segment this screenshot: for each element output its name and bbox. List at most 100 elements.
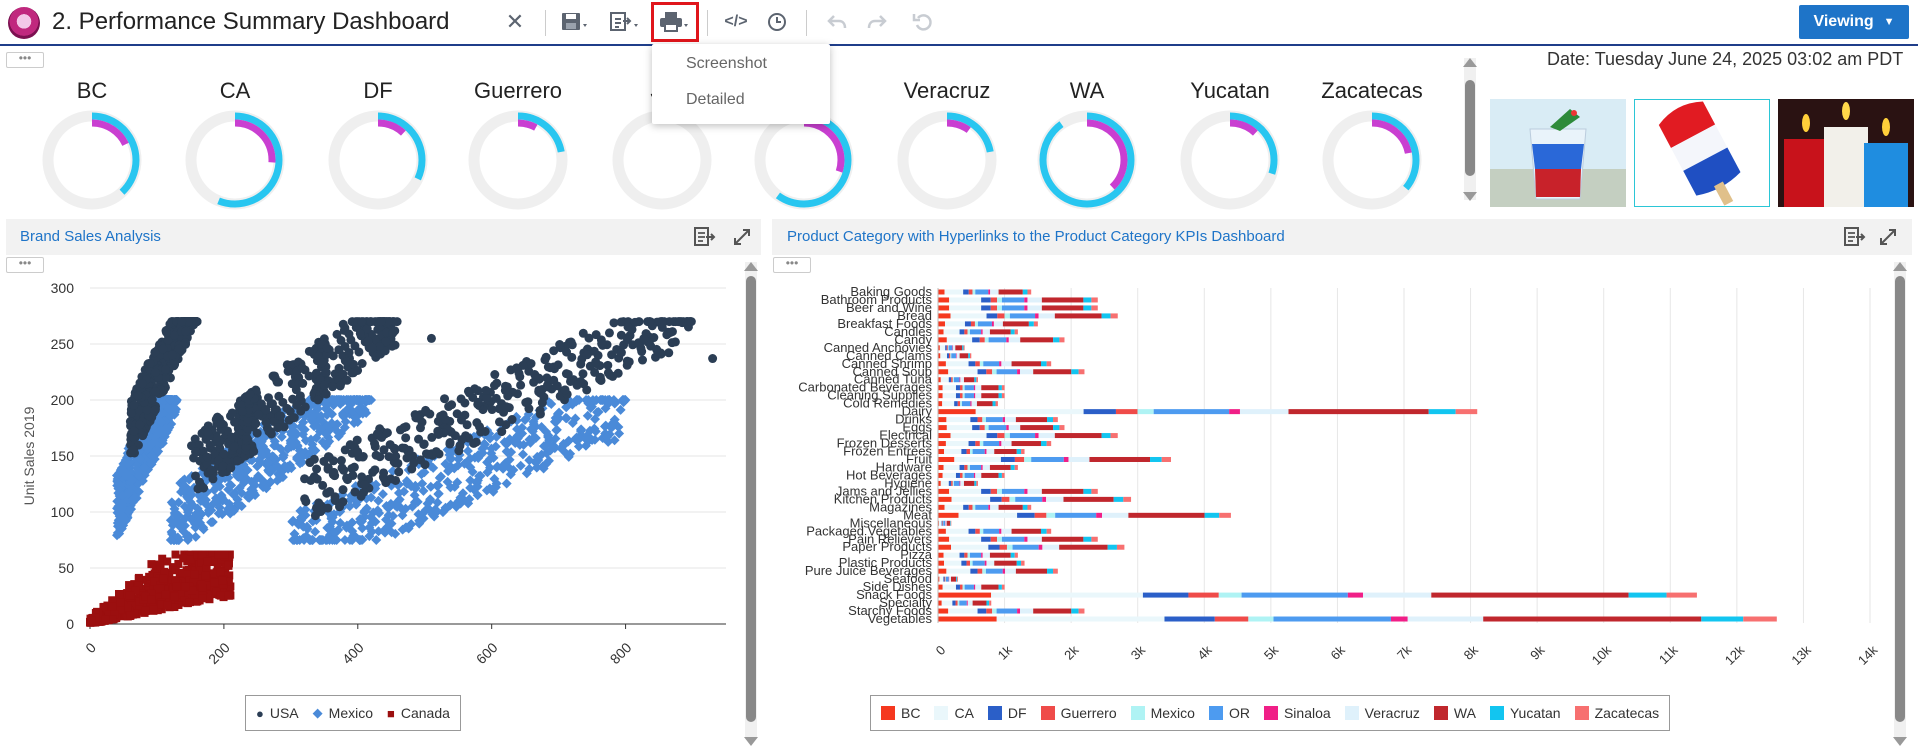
category-label[interactable]: Specialty — [879, 595, 932, 610]
category-label[interactable]: Canned Tuna — [854, 372, 933, 387]
scroll-down-icon[interactable] — [1463, 192, 1477, 201]
viewing-mode-button[interactable]: Viewing ▼ — [1799, 5, 1909, 39]
save-icon[interactable] — [556, 8, 596, 36]
legend-item[interactable]: Veracruz — [1344, 705, 1420, 721]
kpi-gauge[interactable]: BC — [32, 76, 152, 216]
kpi-gauge[interactable]: Veracruz — [887, 76, 1007, 216]
legend-item[interactable]: Yucatan — [1489, 705, 1561, 721]
close-icon[interactable]: ✕ — [505, 9, 525, 34]
product-image-drink[interactable] — [1490, 99, 1626, 207]
category-label[interactable]: Canned Shrimp — [842, 356, 932, 371]
maximize-icon[interactable] — [1878, 227, 1898, 252]
category-label[interactable]: Vegetables — [868, 611, 933, 626]
export-icon[interactable] — [1844, 227, 1866, 252]
category-label[interactable]: Frozen Desserts — [837, 436, 933, 451]
category-label[interactable]: Candy — [894, 332, 932, 347]
kpi-options-button[interactable]: ••• — [6, 52, 44, 68]
history-icon[interactable] — [762, 8, 792, 36]
category-label[interactable]: Electrical — [879, 428, 932, 443]
export-icon[interactable] — [605, 8, 645, 36]
kpi-gauge[interactable]: DF — [318, 76, 438, 216]
legend-item[interactable]: Zacatecas — [1574, 705, 1659, 721]
redo-icon[interactable] — [862, 8, 892, 36]
category-label[interactable]: Starchy Foods — [848, 603, 932, 618]
category-panel-title[interactable]: Product Category with Hyperlinks to the … — [787, 228, 1285, 245]
reset-icon[interactable] — [908, 8, 938, 36]
print-icon[interactable] — [655, 8, 695, 36]
category-label[interactable]: Breakfast Foods — [837, 316, 932, 331]
category-label[interactable]: Pure Juice Beverages — [805, 563, 933, 578]
kpi-gauge[interactable]: Yucatan — [1170, 76, 1290, 216]
category-label[interactable]: Bread — [897, 308, 932, 323]
category-label[interactable]: Snack Foods — [856, 587, 932, 602]
category-options-button[interactable]: ••• — [773, 257, 811, 273]
category-label[interactable]: Cleaning Supplies — [827, 388, 932, 403]
brand-scrollbar[interactable] — [745, 262, 757, 738]
category-label[interactable]: Canned Soup — [852, 364, 932, 379]
brand-panel-title[interactable]: Brand Sales Analysis — [20, 228, 161, 245]
category-label[interactable]: Baking Goods — [850, 284, 932, 299]
category-label[interactable]: Drinks — [895, 412, 932, 427]
category-label[interactable]: Kitchen Products — [834, 491, 933, 506]
category-label[interactable]: Plastic Products — [839, 555, 933, 570]
category-label[interactable]: Side Dishes — [863, 579, 933, 594]
maximize-icon[interactable] — [732, 227, 752, 252]
scroll-down-icon[interactable] — [744, 737, 758, 746]
undo-icon[interactable] — [822, 8, 852, 36]
brand-scrollbar-thumb[interactable] — [746, 276, 756, 722]
category-label[interactable]: Carbonated Beverages — [798, 380, 932, 395]
category-scrollbar-thumb[interactable] — [1895, 276, 1905, 722]
legend-item[interactable]: Mexico — [1130, 705, 1195, 721]
category-scrollbar[interactable] — [1894, 262, 1906, 738]
legend-item[interactable]: ◆ Mexico — [313, 705, 373, 721]
menu-item-detailed[interactable]: Detailed — [686, 91, 745, 108]
kpi-gauge[interactable]: WA — [1027, 76, 1147, 216]
category-label[interactable]: Magazines — [869, 499, 932, 514]
category-label[interactable]: Seafood — [884, 571, 932, 586]
kpi-scrollbar[interactable] — [1464, 58, 1476, 200]
category-label[interactable]: Hygiene — [884, 475, 932, 490]
scroll-down-icon[interactable] — [1893, 737, 1907, 746]
legend-item[interactable]: CA — [934, 705, 974, 721]
category-label[interactable]: Candles — [884, 324, 932, 339]
category-label[interactable]: Beer and Wine — [846, 300, 932, 315]
category-label[interactable]: Jams and Jellies — [836, 483, 933, 498]
legend-item[interactable]: ● USA — [256, 705, 299, 721]
scroll-up-icon[interactable] — [1893, 262, 1907, 271]
category-label[interactable]: Pizza — [900, 547, 933, 562]
legend-item[interactable]: Guerrero — [1040, 705, 1117, 721]
category-label[interactable]: Dairy — [902, 404, 933, 419]
scroll-up-icon[interactable] — [744, 262, 758, 271]
category-label[interactable]: Eggs — [902, 420, 932, 435]
category-label[interactable]: Miscellaneous — [850, 515, 933, 530]
legend-item[interactable]: WA — [1433, 705, 1476, 721]
export-icon[interactable] — [694, 227, 716, 252]
kpi-gauge[interactable]: Zacatecas — [1312, 76, 1432, 216]
kpi-gauge[interactable]: Guerrero — [458, 76, 578, 216]
category-label[interactable]: Meat — [903, 507, 932, 522]
category-label[interactable]: Paper Products — [842, 539, 932, 554]
legend-item[interactable]: ■ Canada — [387, 705, 450, 721]
legend-item[interactable]: Sinaloa — [1263, 705, 1331, 721]
legend-item[interactable]: OR — [1208, 705, 1250, 721]
legend-item[interactable]: DF — [987, 705, 1027, 721]
category-label[interactable]: Cold Remedies — [843, 396, 932, 411]
menu-item-screenshot[interactable]: Screenshot — [686, 55, 767, 72]
category-label[interactable]: Bathroom Products — [821, 292, 933, 307]
category-label[interactable]: Hot Beverages — [846, 467, 932, 482]
kpi-scrollbar-thumb[interactable] — [1465, 80, 1475, 176]
category-label[interactable]: Hardware — [876, 459, 932, 474]
category-label[interactable]: Frozen Entrees — [843, 444, 932, 459]
brand-options-button[interactable]: ••• — [6, 257, 44, 273]
category-label[interactable]: Canned Anchovies — [824, 340, 933, 355]
kpi-gauge[interactable]: CA — [175, 76, 295, 216]
product-image-popsicle[interactable] — [1634, 99, 1770, 207]
legend-item[interactable]: BC — [881, 705, 920, 721]
category-label[interactable]: Fruit — [906, 451, 932, 466]
scroll-up-icon[interactable] — [1463, 58, 1477, 67]
category-label[interactable]: Packaged Vegetables — [806, 523, 932, 538]
category-label[interactable]: Pain Relievers — [848, 531, 932, 546]
category-label[interactable]: Canned Clams — [846, 348, 932, 363]
code-icon[interactable]: </> — [724, 13, 748, 30]
product-image-candles[interactable] — [1778, 99, 1914, 207]
